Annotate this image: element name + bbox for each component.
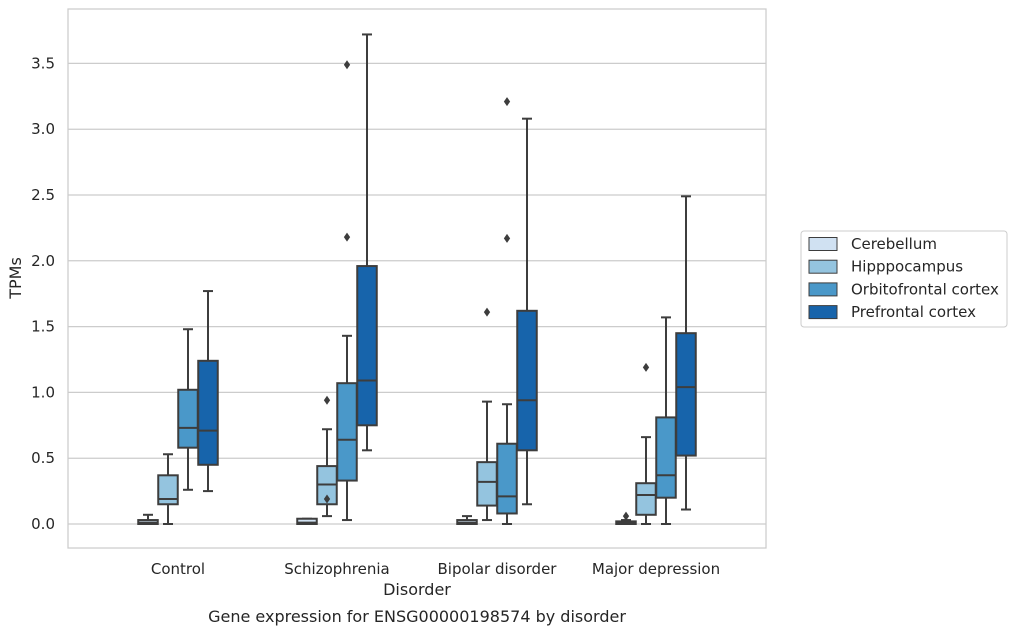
legend-label: Orbitofrontal cortex — [851, 280, 999, 298]
y-tick-labels: 0.0 0.5 1.0 1.5 2.0 2.5 3.0 3.5 — [31, 54, 55, 533]
box-cerebellum — [296, 517, 318, 526]
x-tick-label: Schizophrenia — [284, 560, 389, 578]
legend-frame — [800, 230, 1008, 328]
box-orbitofrontal-cortex — [496, 97, 518, 525]
y-tick-label: 2.0 — [31, 252, 55, 270]
box-iqr — [296, 517, 318, 526]
y-tick-label: 0.5 — [31, 449, 55, 467]
y-axis-label: TPMs — [6, 257, 25, 300]
box-iqr — [496, 442, 518, 515]
x-tick-label: Major depression — [592, 560, 720, 578]
y-tick-label: 3.5 — [31, 54, 55, 72]
box-iqr — [177, 388, 199, 449]
box-prefrontal-cortex — [356, 33, 378, 452]
y-tick-label: 0.0 — [31, 515, 55, 533]
outlier-point — [503, 97, 511, 107]
outlier-point — [343, 232, 351, 242]
legend-swatch — [808, 282, 838, 297]
outlier-point — [622, 511, 630, 521]
x-tick-label: Control — [151, 560, 205, 578]
legend-label: Cerebellum — [851, 235, 937, 253]
legend-label: Prefrontal cortex — [851, 303, 976, 321]
box-iqr — [197, 359, 219, 466]
box-orbitofrontal-cortex — [336, 60, 358, 522]
box-hipppocampus — [157, 453, 179, 525]
box-cerebellum — [137, 513, 159, 526]
box-iqr — [516, 309, 538, 452]
outlier-point — [323, 494, 331, 504]
y-tick-label: 3.0 — [31, 120, 55, 138]
outlier-point — [343, 60, 351, 70]
box-iqr — [157, 474, 179, 506]
legend-swatch — [808, 259, 838, 274]
box-iqr — [476, 461, 498, 507]
boxes — [137, 33, 697, 526]
box-iqr — [675, 332, 697, 457]
box-iqr — [635, 482, 657, 516]
legend-swatch — [808, 305, 838, 320]
x-tick-labels: Control Schizophrenia Bipolar disorder Majo… — [151, 560, 720, 578]
y-tick-label: 1.0 — [31, 383, 55, 401]
box-iqr — [356, 265, 378, 427]
y-tick-label: 2.5 — [31, 186, 55, 204]
box-prefrontal-cortex — [675, 195, 697, 511]
outlier-point — [323, 395, 331, 405]
outlier-point — [483, 307, 491, 317]
box-hipppocampus — [316, 395, 338, 518]
legend-label: Hipppocampus — [851, 258, 963, 276]
y-tick-label: 1.5 — [31, 318, 55, 336]
box-iqr — [655, 416, 677, 499]
box-prefrontal-cortex — [516, 117, 538, 506]
box-hipppocampus — [635, 362, 657, 525]
outlier-point — [503, 233, 511, 243]
box-iqr — [336, 382, 358, 482]
x-tick-label: Bipolar disorder — [438, 560, 558, 578]
outlier-point — [642, 362, 650, 372]
legend: Cerebellum Hipppocampus Orbitofrontal cort… — [800, 230, 1008, 328]
chart-caption: Gene expression for ENSG00000198574 by d… — [208, 607, 626, 626]
box-prefrontal-cortex — [197, 290, 219, 493]
box-cerebellum — [456, 515, 478, 526]
x-axis-label: Disorder — [383, 580, 451, 599]
box-orbitofrontal-cortex — [655, 316, 677, 525]
box-cerebellum — [615, 511, 637, 525]
box-orbitofrontal-cortex — [177, 328, 199, 491]
plot-frame — [67, 8, 767, 549]
legend-swatch — [808, 237, 838, 251]
